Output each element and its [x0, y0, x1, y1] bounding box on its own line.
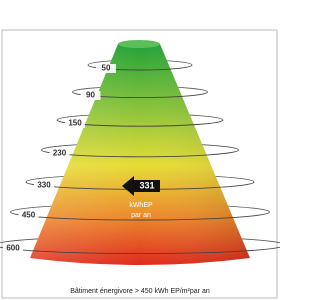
level-label: 90	[86, 91, 95, 100]
level-label: 230	[53, 149, 67, 158]
indicator-unit: kWhEP	[129, 202, 153, 209]
level-label: 150	[68, 119, 82, 128]
level-label: 600	[6, 244, 20, 253]
level-label: 330	[37, 181, 51, 190]
indicator-value: 331	[139, 180, 154, 190]
level-label: 50	[102, 64, 111, 73]
cone-top	[118, 40, 160, 48]
caption: Bâtiment énergivore > 450 kWh EP/m²par a…	[70, 288, 210, 295]
indicator-period: par an	[131, 212, 151, 219]
level-label: 450	[22, 211, 36, 220]
energy-diagram: 50 90 150 230 330 450 600 331 kWhEP par an Bât…	[0, 0, 280, 300]
